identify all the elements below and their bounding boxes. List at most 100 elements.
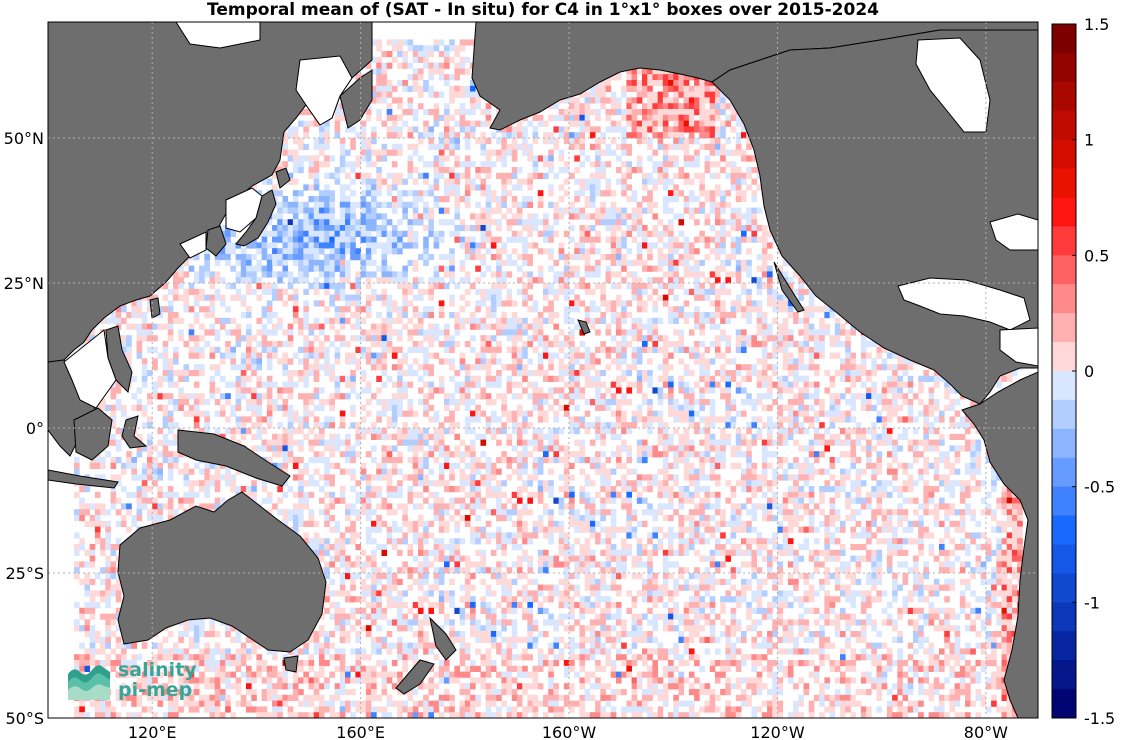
anomaly-cell [532,213,539,220]
anomaly-cell [506,288,513,295]
anomaly-cell [193,277,200,284]
anomaly-cell [615,167,622,174]
anomaly-cell [574,97,580,104]
anomaly-cell [569,201,575,208]
anomaly-cell [345,196,351,203]
anomaly-cell [412,74,419,81]
anomaly-cell [428,109,434,116]
anomaly-cell [501,201,507,208]
anomaly-cell [345,277,351,284]
anomaly-cell [558,109,565,116]
anomaly-cell [532,219,539,226]
anomaly-cell [694,155,700,162]
anomaly-cell [444,126,450,133]
anomaly-cell [339,259,346,266]
anomaly-cell [397,172,403,179]
anomaly-cell [626,68,632,75]
anomaly-cell [313,196,320,203]
anomaly-cell [412,242,419,249]
anomaly-cell [699,236,705,243]
anomaly-cell [339,219,346,226]
anomaly-cell [626,259,632,266]
anomaly-cell [714,277,721,284]
anomaly-cell [558,184,565,191]
anomaly-cell [277,207,283,214]
anomaly-cell [662,242,669,249]
anomaly-cell [214,259,221,266]
anomaly-cell [741,230,747,237]
anomaly-cell [282,196,289,203]
anomaly-cell [417,56,424,63]
anomaly-cell [746,138,752,145]
anomaly-cell [365,306,372,313]
anomaly-cell [371,294,377,301]
anomaly-cell [480,143,487,150]
anomaly-cell [626,196,632,203]
anomaly-cell [662,300,669,307]
anomaly-cell [292,178,299,185]
anomaly-cell [579,143,586,150]
anomaly-cell [365,114,372,121]
anomaly-cell [595,161,601,168]
anomaly-cell [553,138,560,145]
anomaly-cell [631,283,638,290]
anomaly-cell [506,178,513,185]
anomaly-cell [402,288,408,295]
anomaly-cell [563,138,570,145]
anomaly-cell [449,45,455,52]
anomaly-cell [569,288,575,295]
anomaly-cell [376,230,382,237]
anomaly-cell [767,271,773,278]
anomaly-cell [673,196,679,203]
anomaly-cell [464,85,471,92]
anomaly-cell [621,114,627,121]
anomaly-cell [694,196,700,203]
anomaly-cell [579,300,586,307]
anomaly-cell [433,109,440,116]
anomaly-cell [636,219,643,226]
anomaly-cell [485,167,492,174]
anomaly-cell [235,254,242,261]
anomaly-cell [506,126,513,133]
anomaly-cell [631,196,638,203]
anomaly-cell [647,74,653,81]
anomaly-cell [751,190,758,197]
anomaly-cell [345,242,351,249]
anomaly-cell [397,242,403,249]
anomaly-cell [365,155,372,162]
anomaly-cell [256,242,263,249]
anomaly-cell [543,213,549,220]
anomaly-cell [782,300,789,307]
anomaly-cell [605,109,612,116]
anomaly-cell [610,149,617,156]
anomaly-cell [767,265,773,272]
anomaly-cell [730,236,737,243]
anomaly-cell [516,288,523,295]
anomaly-cell [428,74,434,81]
anomaly-cell [527,172,533,179]
anomaly-cell [423,254,429,261]
anomaly-cell [444,265,450,272]
anomaly-cell [746,271,752,278]
map-title: Temporal mean of (SAT - In situ) for C4 … [207,0,879,20]
anomaly-cell [412,201,419,208]
anomaly-cell [371,91,377,98]
anomaly-cell [761,236,768,243]
anomaly-cell [464,248,471,255]
anomaly-cell [308,236,315,243]
anomaly-cell [183,271,190,278]
anomaly-cell [720,259,726,266]
anomaly-cell [569,213,575,220]
anomaly-cell [751,155,758,162]
anomaly-cell [318,161,325,168]
anomaly-cell [136,300,143,307]
anomaly-cell [490,294,497,301]
anomaly-cell [605,265,612,272]
anomaly-cell [412,178,419,185]
anomaly-cell [386,219,393,226]
anomaly-cell [652,213,659,220]
anomaly-cell [615,236,622,243]
anomaly-cell [735,143,742,150]
anomaly-cell [376,184,382,191]
anomaly-cell [381,201,388,208]
